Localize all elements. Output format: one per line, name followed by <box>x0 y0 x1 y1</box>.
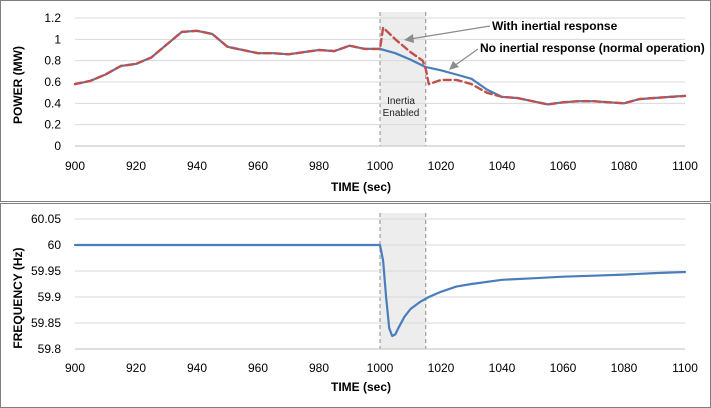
frequency-xtick-label-0: 900 <box>65 361 85 375</box>
power-xtick-label-2: 940 <box>187 159 207 173</box>
power-ytick-label-4: 0.8 <box>44 54 61 68</box>
frequency-xtick-label-2: 940 <box>187 361 207 375</box>
frequency-series-solid-line <box>73 243 687 338</box>
frequency-ytick-label-0: 59.8 <box>38 342 62 356</box>
frequency-xtick-label-10: 1100 <box>672 361 698 375</box>
power-ytick-label-0: 0 <box>54 139 61 153</box>
frequency-y-axis-title: FREQUENCY (Hz) <box>11 247 25 348</box>
frequency-xtick-label-8: 1060 <box>550 361 577 375</box>
frequency-ytick-label-1: 59.85 <box>31 316 61 330</box>
frequency-ytick-label-5: 60.05 <box>31 212 61 226</box>
power-xtick-label-1: 920 <box>126 159 146 173</box>
arrow-no-inertial-response <box>453 48 479 67</box>
annotation-with-inertial-response: With inertial response <box>492 19 618 33</box>
power-x-axis-title: TIME (sec) <box>331 180 391 194</box>
frequency-xtick-label-4: 980 <box>309 361 329 375</box>
power-ytick-label-3: 0.6 <box>44 75 61 89</box>
frequency-xtick-label-7: 1040 <box>489 361 516 375</box>
power-y-axis-title: POWER (MW) <box>11 46 25 124</box>
frequency-xtick-label-9: 1080 <box>611 361 638 375</box>
arrow-with-inertial-response <box>409 25 491 40</box>
power-inertia-shade <box>380 12 426 146</box>
frequency-inertia-shade <box>380 213 426 349</box>
power-xtick-label-4: 980 <box>309 159 329 173</box>
arrowhead-no-inertial-response <box>449 61 459 70</box>
annotation-no-inertial-response: No inertial response (normal operation) <box>480 41 705 55</box>
frequency-xtick-label-1: 920 <box>126 361 146 375</box>
power-xtick-label-6: 1020 <box>428 159 455 173</box>
power-xtick-label-8: 1060 <box>550 159 577 173</box>
frequency-xtick-label-3: 960 <box>248 361 268 375</box>
power-ytick-label-2: 0.4 <box>44 96 61 110</box>
power-series-dashed-line <box>73 26 687 106</box>
frequency-ytick-label-3: 59.95 <box>31 264 61 278</box>
frequency-ytick-label-2: 59.9 <box>38 290 62 304</box>
frequency-x-axis-title: TIME (sec) <box>331 380 391 394</box>
power-xtick-label-5: 1000 <box>367 159 394 173</box>
power-xtick-label-9: 1080 <box>611 159 638 173</box>
frequency-chart: 59.8 59.85 59.9 59.95 60 60.05 900 920 940 960 980… <box>31 212 698 375</box>
frequency-ytick-label-4: 60 <box>48 238 62 252</box>
frequency-xtick-label-6: 1020 <box>428 361 455 375</box>
power-xtick-label-3: 960 <box>248 159 268 173</box>
power-ytick-label-1: 0.2 <box>44 118 61 132</box>
frequency-xtick-label-5: 1000 <box>367 361 394 375</box>
inertia-label-line2: Enabled <box>383 108 420 119</box>
power-ytick-label-6: 1.2 <box>44 11 61 25</box>
power-xtick-label-7: 1040 <box>489 159 516 173</box>
inertia-label-line1: Inertia <box>387 96 415 107</box>
power-xtick-label-10: 1100 <box>672 159 698 173</box>
frequency-panel-frame <box>0 203 711 408</box>
arrowhead-with-inertial-response <box>404 34 414 43</box>
power-chart: 0 0.2 0.4 0.6 0.8 1 1.2 900 920 940 960 980 1000 1020… <box>44 11 698 173</box>
power-ytick-label-5: 1 <box>54 32 61 46</box>
power-xtick-label-0: 900 <box>65 159 85 173</box>
